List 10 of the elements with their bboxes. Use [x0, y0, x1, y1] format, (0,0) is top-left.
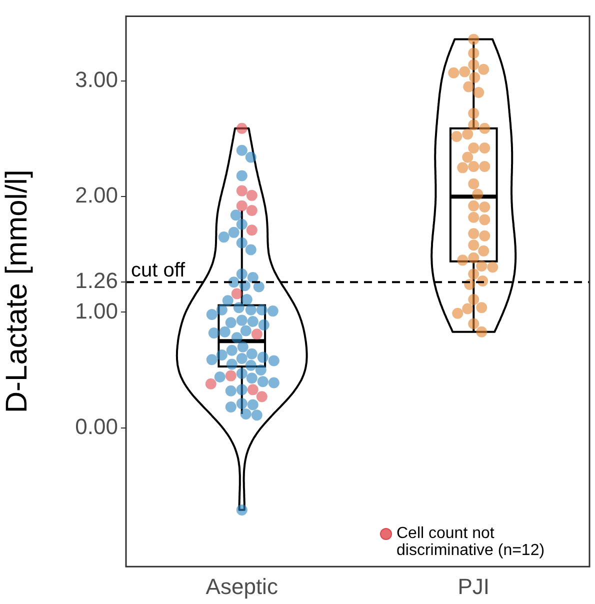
y-tick-label: 0.00 [75, 414, 118, 439]
y-axis-title: D-Lactate [mmol/l] [0, 170, 34, 414]
legend-label: Cell count not discriminative (n=12) [396, 524, 546, 559]
x-tick-label: Aseptic [206, 574, 278, 599]
ref-line-label: cut off [131, 260, 186, 282]
x-tick-label: PJI [458, 574, 490, 599]
y-tick-label: 1.00 [75, 298, 118, 324]
y-tick-label: 1.26 [75, 268, 118, 294]
y-tick-label: 3.00 [75, 67, 118, 92]
y-tick-label: 2.00 [75, 182, 118, 208]
